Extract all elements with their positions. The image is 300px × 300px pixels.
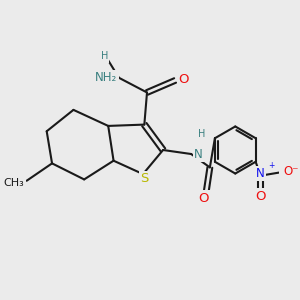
- Text: H: H: [100, 51, 108, 62]
- Text: O: O: [255, 190, 266, 203]
- Text: NH₂: NH₂: [95, 71, 118, 84]
- Text: H: H: [198, 129, 205, 139]
- Text: N: N: [194, 148, 203, 161]
- Text: N: N: [256, 167, 265, 180]
- Text: S: S: [140, 172, 148, 185]
- Text: O⁻: O⁻: [283, 165, 298, 178]
- Text: O: O: [178, 73, 189, 85]
- Text: O: O: [198, 192, 208, 205]
- Text: CH₃: CH₃: [4, 178, 25, 188]
- Text: +: +: [268, 161, 274, 170]
